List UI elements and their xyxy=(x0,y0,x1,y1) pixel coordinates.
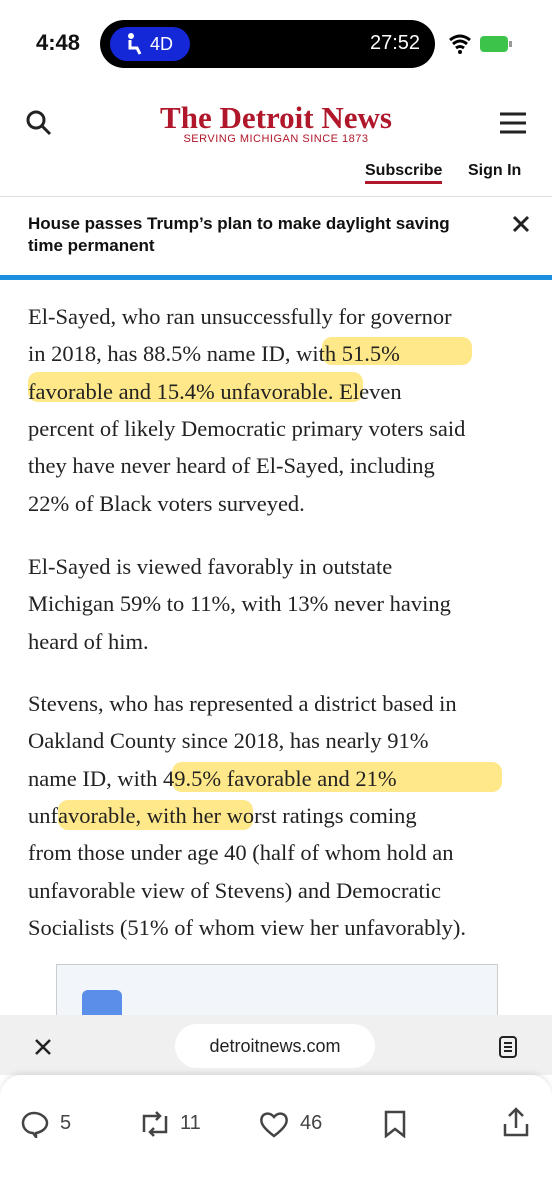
menu-icon[interactable] xyxy=(500,112,526,134)
close-banner[interactable] xyxy=(512,215,530,233)
article-line: from those under age 40 (half of whom ho… xyxy=(28,840,454,866)
tagline: SERVING MICHIGAN SINCE 1873 xyxy=(183,133,369,145)
article-line: unfavorable, with her worst ratings comi… xyxy=(28,802,417,828)
highlight xyxy=(172,762,502,792)
search-icon[interactable] xyxy=(26,110,52,136)
article-line: heard of him. xyxy=(28,628,149,654)
reply-count: 5 xyxy=(60,1112,72,1134)
close-browser[interactable] xyxy=(34,1038,52,1056)
highlight xyxy=(58,800,253,830)
article-line: unfavorable view of Stevens) and Democra… xyxy=(28,877,441,903)
article-line: in 2018, has 88.5% name ID, with 51.5% xyxy=(28,341,400,367)
article-line: they have never heard of El-Sayed, inclu… xyxy=(28,453,435,479)
like-icon[interactable] xyxy=(258,1110,290,1138)
progress-bar xyxy=(0,275,552,280)
article-line: percent of likely Democratic primary vot… xyxy=(28,415,466,441)
tweet-actions xyxy=(0,1075,552,1200)
reader-icon[interactable] xyxy=(498,1035,520,1059)
subscribe-link[interactable]: Subscribe xyxy=(365,162,443,184)
article-line: favorable and 15.4% unfavorable. Eleven xyxy=(28,378,402,404)
article-line: El-Sayed is viewed favorably in outstate xyxy=(28,554,393,579)
article-line: 22% of Black voters surveyed. xyxy=(28,490,305,516)
bookmark-icon[interactable] xyxy=(383,1110,407,1138)
article-line: Socialists (51% of whom view her unfavor… xyxy=(28,914,467,940)
reply-icon[interactable] xyxy=(20,1110,50,1138)
article-line: Michigan 59% to 11%, with 13% never havi… xyxy=(28,591,451,617)
share-icon[interactable] xyxy=(502,1106,530,1138)
transit-badge: 4D xyxy=(110,27,190,61)
headline-banner[interactable]: House passes Trump’s plan to make daylig… xyxy=(28,214,450,255)
article-line: name ID, with 49.5% favorable and 21% xyxy=(28,765,397,791)
timer: 27:52 xyxy=(370,32,421,54)
logo[interactable]: The Detroit News xyxy=(160,100,392,135)
divider xyxy=(0,196,552,197)
status-time: 4:48 xyxy=(36,30,81,55)
article-line: El-Sayed, who ran unsuccessfully for gov… xyxy=(28,304,452,329)
sign-in-link[interactable]: Sign In xyxy=(468,162,522,179)
accessibility-icon xyxy=(128,33,142,55)
url-field[interactable]: detroitnews.com xyxy=(175,1024,375,1068)
highlight xyxy=(322,337,472,365)
article-line: Stevens, who has represented a district … xyxy=(28,691,457,716)
status-icons xyxy=(449,34,512,54)
like-count: 46 xyxy=(300,1112,323,1134)
highlight xyxy=(28,372,363,402)
article-line: Oakland County since 2018, has nearly 91… xyxy=(28,728,429,754)
retweet-count: 11 xyxy=(180,1112,201,1134)
retweet-icon[interactable] xyxy=(138,1110,172,1138)
